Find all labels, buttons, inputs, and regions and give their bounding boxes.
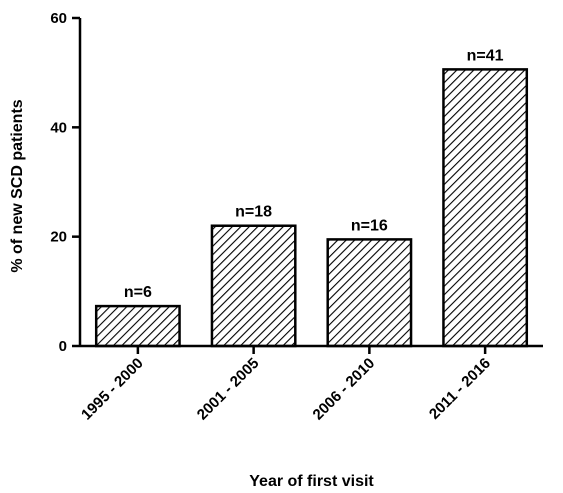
x-tick-label: 2001 - 2005 xyxy=(194,355,263,424)
bar xyxy=(94,304,181,348)
x-axis-title: Year of first visit xyxy=(249,473,374,490)
bar xyxy=(442,68,529,348)
x-tick-label: 2011 - 2016 xyxy=(426,355,494,423)
x-tick-label: 2006 - 2010 xyxy=(310,355,379,424)
data-label: n=16 xyxy=(351,217,388,234)
y-tick-label: 40 xyxy=(50,119,67,136)
y-tick-label: 20 xyxy=(50,229,67,246)
x-tick-label: 1995 - 2000 xyxy=(78,355,147,424)
y-tick-label: 0 xyxy=(59,338,67,355)
axes-layer xyxy=(78,18,543,348)
bars-layer xyxy=(94,68,529,348)
y-tick-label: 60 xyxy=(50,10,67,27)
data-labels: n=6 n=18 n=16 n=41 xyxy=(124,47,504,301)
data-label: n=41 xyxy=(467,47,504,64)
y-axis-title: % of new SCD patients xyxy=(9,99,26,272)
data-label: n=18 xyxy=(235,204,272,221)
data-label: n=6 xyxy=(124,284,152,301)
bar xyxy=(210,224,297,348)
x-ticks: 1995 - 2000 2001 - 2005 2006 - 2010 2011 - … xyxy=(78,346,494,423)
bar xyxy=(326,238,413,348)
y-ticks: 0 20 40 60 xyxy=(50,10,80,355)
